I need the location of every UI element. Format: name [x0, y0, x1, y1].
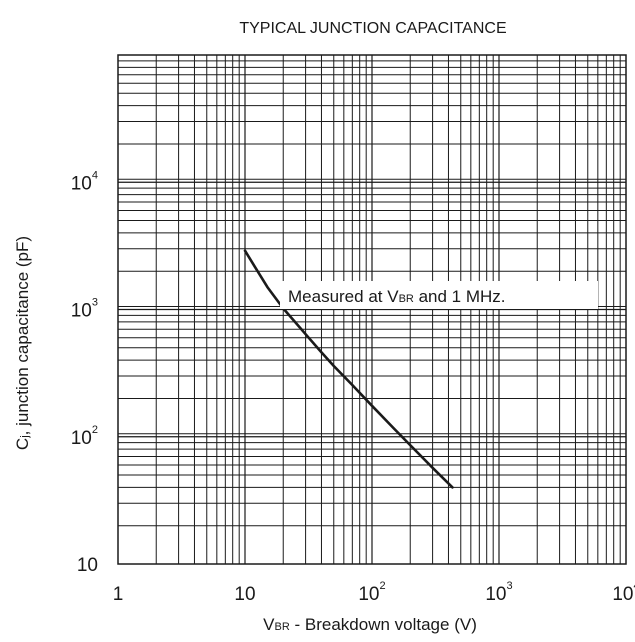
x-tick-label: 103	[485, 580, 512, 605]
plot-frame	[117, 54, 627, 565]
x-tick-label: 10	[234, 584, 255, 605]
x-tick-label: 1	[113, 584, 124, 605]
y-axis-label: Cj, junction capacitance (pF)	[13, 236, 32, 450]
annotation-text: Measured at VBR and 1 MHz.	[288, 287, 506, 306]
y-tick-label: 102	[71, 424, 98, 449]
x-tick-label: 104	[612, 580, 635, 605]
x-tick-labels: 1 10 102 103 104	[113, 580, 635, 605]
capacitance-curve	[243, 249, 454, 489]
y-tick-labels: 10 102 103 104	[71, 169, 98, 576]
annotation-box	[280, 281, 598, 309]
y-tick-label: 104	[71, 169, 98, 194]
x-tick-label: 102	[358, 580, 385, 605]
y-tick-label: 10	[77, 555, 98, 576]
x-axis-label: VBR - Breakdown voltage (V)	[263, 615, 477, 634]
chart-title: TYPICAL JUNCTION CAPACITANCE	[239, 20, 506, 37]
plot-grid	[118, 55, 626, 564]
y-tick-label: 103	[71, 297, 98, 322]
